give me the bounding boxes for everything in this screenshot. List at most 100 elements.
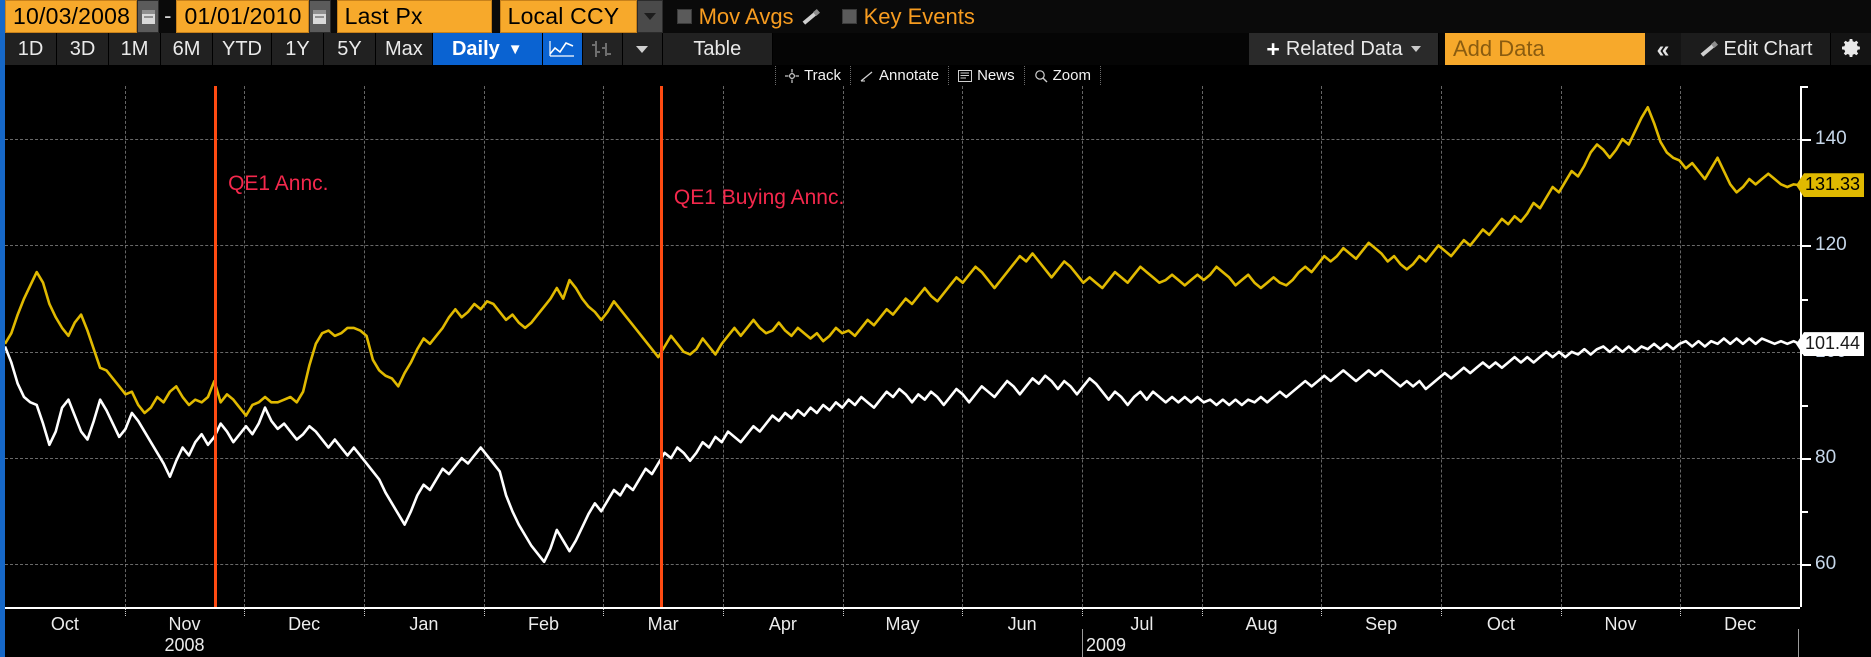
x-axis-tick: [124, 607, 126, 616]
x-axis-label: Oct: [1486, 614, 1515, 634]
gridline-horizontal: [5, 245, 1800, 247]
period-button-1m[interactable]: 1M: [109, 33, 161, 65]
y-axis-minor-tick: [1802, 404, 1808, 407]
track-label: Track: [804, 67, 842, 84]
x-axis-year-label: 2009: [1085, 635, 1127, 655]
x-axis-label: Mar: [647, 614, 679, 634]
x-axis-label: Dec: [288, 614, 321, 634]
x-axis-label: Nov: [168, 614, 201, 634]
gridline-horizontal: [5, 351, 1800, 353]
period-button-1d[interactable]: 1D: [5, 33, 57, 65]
start-date-calendar-icon[interactable]: [137, 0, 160, 33]
x-axis-tick: [962, 607, 964, 616]
period-button-5y[interactable]: 5Y: [324, 33, 376, 65]
price-tag-white: 101.44: [1796, 332, 1865, 357]
gridline-horizontal: [5, 458, 1800, 460]
x-axis-label: Jan: [409, 614, 439, 634]
checkbox-key-events[interactable]: [841, 9, 857, 24]
gridline-vertical: [1082, 86, 1083, 607]
caret-down-icon-interval: ▼: [507, 40, 523, 58]
track-tool[interactable]: Track: [775, 66, 852, 85]
y-axis-minor-tick: [1802, 298, 1808, 301]
edit-chart-label: Edit Chart: [1723, 37, 1813, 60]
price-field-input[interactable]: Last Px: [336, 0, 492, 33]
x-axis-label: Sep: [1365, 614, 1398, 634]
gridline-vertical: [723, 86, 724, 607]
x-axis: Oct Nov Dec Jan Feb Mar Apr May Jun Jul Aug Sep Oct N…: [5, 607, 1800, 657]
news-tool[interactable]: News: [949, 66, 1025, 85]
period-button-6m[interactable]: 6M: [161, 33, 213, 65]
start-date-input[interactable]: 10/03/2008: [5, 0, 138, 33]
period-button-ytd[interactable]: YTD: [213, 33, 272, 65]
key-events-toggle[interactable]: Key Events: [828, 0, 984, 33]
y-axis-label: 80: [1815, 447, 1837, 469]
toolbar-spacer: [772, 33, 1249, 65]
caret-down-icon-currency[interactable]: [636, 0, 663, 33]
x-axis-tick: [1560, 607, 1562, 616]
checkbox-mov-avgs[interactable]: [676, 9, 692, 24]
period-toolbar: 1D 3D 1M 6M YTD 1Y 5Y Max Daily ▼: [5, 33, 1871, 65]
y-axis-label: 120: [1815, 234, 1847, 256]
x-axis-tick: [1201, 607, 1203, 616]
related-data-label: Related Data: [1285, 37, 1403, 60]
key-events-label: Key Events: [863, 3, 975, 29]
line-chart-icon[interactable]: [542, 33, 583, 65]
x-axis-tick: [483, 607, 485, 616]
y-axis-label: 140: [1815, 128, 1847, 150]
period-button-max[interactable]: Max: [376, 33, 433, 65]
pencil-icon-edit-chart: [1699, 40, 1717, 58]
add-data-input[interactable]: Add Data: [1445, 33, 1645, 65]
y-axis-minor-tick: [1802, 86, 1808, 88]
table-button[interactable]: Table: [662, 33, 773, 65]
period-button-1y[interactable]: 1Y: [272, 33, 324, 65]
zoom-label: Zoom: [1052, 67, 1091, 84]
edit-chart-button[interactable]: Edit Chart: [1681, 33, 1831, 65]
annotate-label: Annotate: [879, 67, 940, 84]
gridline-vertical: [1201, 86, 1203, 607]
event-marker-line[interactable]: [659, 86, 663, 607]
crosshair-icon: [785, 68, 800, 83]
gear-icon[interactable]: [1831, 33, 1871, 65]
event-annotation-label: QE1 Annc.: [228, 172, 329, 195]
y-axis-tick: [1802, 458, 1811, 461]
gridline-vertical: [1560, 86, 1562, 607]
x-axis-tick: [842, 607, 844, 616]
period-button-3d[interactable]: 3D: [57, 33, 109, 65]
end-date-input[interactable]: 01/01/2010: [176, 0, 309, 33]
collapse-panel-button[interactable]: «: [1645, 33, 1681, 65]
interval-label: Daily: [451, 37, 500, 60]
chart-plot-area[interactable]: QE1 Annc. QE1 Buying Annc.: [5, 86, 1800, 607]
y-axis-tick: [1802, 564, 1811, 567]
interval-dropdown[interactable]: Daily ▼: [432, 33, 543, 65]
related-data-button[interactable]: + Related Data: [1249, 33, 1439, 65]
x-axis-label: Oct: [50, 614, 79, 634]
year-separator: [1082, 629, 1083, 657]
gridline-horizontal: [5, 564, 1800, 566]
gridline-vertical: [1680, 86, 1682, 607]
x-axis-label: Aug: [1245, 614, 1278, 634]
event-marker-line[interactable]: [214, 86, 218, 607]
currency-input[interactable]: Local CCY: [499, 0, 637, 33]
mov-avgs-toggle[interactable]: Mov Avgs: [663, 0, 828, 33]
pencil-icon-mov-avgs[interactable]: [801, 8, 819, 26]
gridline-vertical: [1441, 86, 1442, 607]
annotate-tool[interactable]: Annotate: [851, 66, 950, 85]
x-axis-label: May: [885, 614, 920, 634]
zoom-tool[interactable]: Zoom: [1025, 66, 1101, 85]
series-container: [5, 105, 1800, 564]
x-axis-tick: [1082, 607, 1083, 616]
bar-chart-icon[interactable]: [582, 33, 623, 65]
x-axis-tick: [1680, 607, 1682, 616]
gridline-vertical: [364, 86, 365, 607]
x-axis-label: Nov: [1604, 614, 1637, 634]
x-axis-tick: [244, 607, 246, 616]
chart-type-dropdown[interactable]: [622, 33, 663, 65]
x-axis-year-label: 2008: [164, 635, 205, 655]
x-axis-label: Feb: [527, 614, 560, 634]
gridline-vertical: [124, 86, 126, 607]
x-axis-tick: [723, 607, 724, 616]
x-axis-tick: [1321, 607, 1323, 616]
end-date-calendar-icon[interactable]: [308, 0, 331, 33]
